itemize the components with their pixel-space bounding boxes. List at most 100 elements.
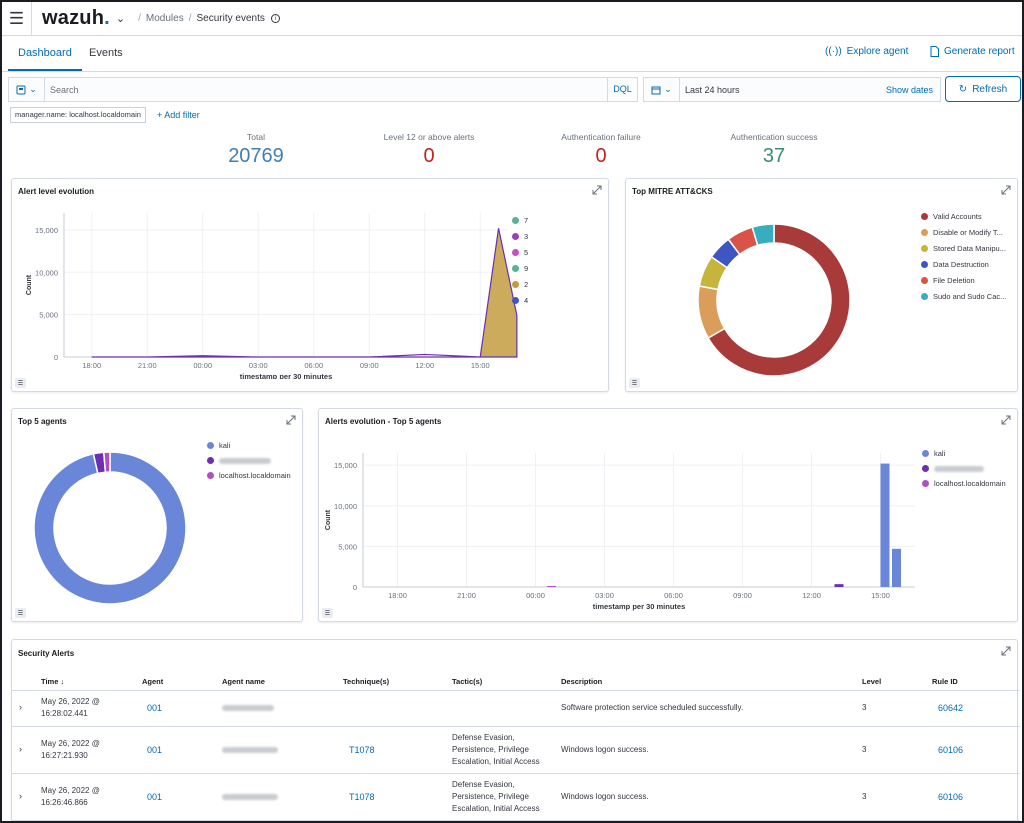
cell-time: May 26, 2022 @ 16:26:46.866 [41,785,100,809]
legend-swatch [207,472,214,479]
y-tick-label: 15,000 [35,226,58,235]
expand-row-icon[interactable]: › [19,791,22,801]
generate-report-label: Generate report [944,46,1015,57]
active-tab-indicator [8,69,82,71]
table-row[interactable]: › May 26, 2022 @ 16:28:02.441 001 Softwar… [12,690,1020,727]
time-date: May 26, 2022 @ [41,697,100,706]
legend-item[interactable]: kali [922,449,1006,458]
expand-icon[interactable] [285,414,297,426]
tab-events[interactable]: Events [89,47,123,59]
breadcrumb-modules[interactable]: Modules [145,13,184,24]
chevron-down-icon[interactable]: ⌄ [115,13,126,25]
saved-query-button[interactable]: ⌄ [9,78,45,101]
column-header-techniques[interactable]: Technique(s) [343,677,390,686]
column-header-agent[interactable]: Agent [142,677,164,686]
refresh-button[interactable]: ↻ Refresh [945,76,1021,102]
brand-logo[interactable]: wazuh. [42,7,110,30]
column-header-agent-name[interactable]: Agent name [222,677,265,686]
expand-row-icon[interactable]: › [19,744,22,754]
cell-description: Windows logon success. [561,792,649,801]
expand-icon[interactable] [1000,414,1012,426]
y-axis-title: Count [26,274,33,295]
legend-swatch [922,465,929,472]
x-tick-label: 12:00 [415,361,434,370]
kpi-value[interactable]: 37 [762,145,786,167]
legend-toggle-icon[interactable]: ☰ [15,378,26,388]
column-header-time[interactable]: Time ↓ [41,677,64,686]
kpi-value[interactable]: 0 [423,145,435,167]
column-header-rule-id[interactable]: Rule ID [932,677,958,686]
legend-item[interactable]: 3 [512,232,528,241]
quick-date-menu-button[interactable]: ⌄ [644,78,680,101]
table-row[interactable]: › May 26, 2022 @ 16:27:21.930 001 T1078 D… [12,727,1020,774]
tab-dashboard[interactable]: Dashboard [18,47,72,59]
legend-item[interactable]: Stored Data Manipu... [921,244,1006,253]
legend-item[interactable]: Disable or Modify T... [921,228,1006,237]
cell-rule-id[interactable]: 60106 [938,792,964,802]
legend-item[interactable]: 4 [512,296,528,305]
date-range-label[interactable]: Last 24 hours [685,84,740,95]
cell-rule-id[interactable]: 60106 [938,745,964,755]
bar-agent [834,584,844,587]
info-icon[interactable]: i [270,14,280,23]
legend-item[interactable] [207,457,291,464]
search-input[interactable] [45,84,607,95]
redacted-agent-name [934,465,984,472]
x-tick-label: 06:00 [304,361,323,370]
legend-toggle-icon[interactable]: ☰ [629,378,640,388]
x-tick-label: 15:00 [471,361,490,370]
legend-item[interactable]: localhost.localdomain [922,479,1006,488]
legend-item[interactable]: Valid Accounts [921,212,1006,221]
column-header-tactics[interactable]: Tactic(s) [452,677,483,686]
legend-item[interactable]: Sudo and Sudo Cac... [921,292,1006,301]
tactic-line: Defense Evasion, [452,780,515,789]
legend-item[interactable]: 5 [512,248,528,257]
alert-level-chart: 15,000 10,000 5,000 0 18:00 21:00 00:00 03:00 06… [26,213,518,379]
expand-row-icon[interactable]: › [19,702,22,712]
legend-item[interactable]: Data Destruction [921,260,1006,269]
cell-rule-id[interactable]: 60642 [938,703,964,713]
redacted-agent-name [222,747,278,753]
x-tick-label: 12:00 [802,591,821,600]
legend-label: 2 [524,280,529,289]
legend-item[interactable]: kali [207,441,291,450]
legend-item[interactable]: localhost.localdomain [207,471,291,480]
sort-down-icon: ↓ [60,677,65,686]
filter-pill[interactable]: manager.name: localhost.localdomain [10,107,146,123]
legend-toggle-icon[interactable]: ☰ [322,608,333,618]
legend-item[interactable] [922,465,1006,472]
kpi-auth-failure: Authentication failure 0 [511,132,691,168]
cell-level: 3 [862,745,867,754]
panel-title: Alert level evolution [18,187,95,196]
cell-tactics: Defense Evasion, Persistence, Privilege Es… [452,779,540,815]
legend-item[interactable]: 2 [512,280,528,289]
table-row[interactable]: › May 26, 2022 @ 16:26:46.866 001 T1078 D… [12,774,1020,821]
legend-label: 9 [524,264,529,273]
mitre-slice-0 [707,223,851,377]
expand-icon[interactable] [591,184,603,196]
cell-technique[interactable]: T1078 [349,745,375,755]
legend-item[interactable]: File Deletion [921,276,1006,285]
column-header-description[interactable]: Description [561,677,603,686]
show-dates-link[interactable]: Show dates [885,84,933,95]
x-tick-label: 18:00 [388,591,407,600]
kpi-value[interactable]: 0 [595,145,607,167]
add-filter-link[interactable]: + Add filter [157,110,200,120]
query-language-toggle[interactable]: DQL [607,78,637,101]
legend-item[interactable]: 7 [512,216,528,225]
cell-agent[interactable]: 001 [147,745,163,755]
cell-agent[interactable]: 001 [147,703,163,713]
cell-agent[interactable]: 001 [147,792,163,802]
expand-icon[interactable] [1000,184,1012,196]
kpi-value[interactable]: 20769 [228,145,284,167]
legend-item[interactable]: 9 [512,264,528,273]
column-header-level[interactable]: Level [862,677,882,686]
expand-icon[interactable] [1000,645,1012,657]
kpi-label: Authentication failure [561,132,641,142]
generate-report-button[interactable]: Generate report [930,46,1015,57]
cell-technique[interactable]: T1078 [349,792,375,802]
time-clock: 16:27:21.930 [41,751,88,760]
legend-toggle-icon[interactable]: ☰ [15,608,26,618]
explore-agent-button[interactable]: ((·)) Explore agent [825,46,908,57]
menu-icon[interactable]: ☰ [2,2,32,36]
